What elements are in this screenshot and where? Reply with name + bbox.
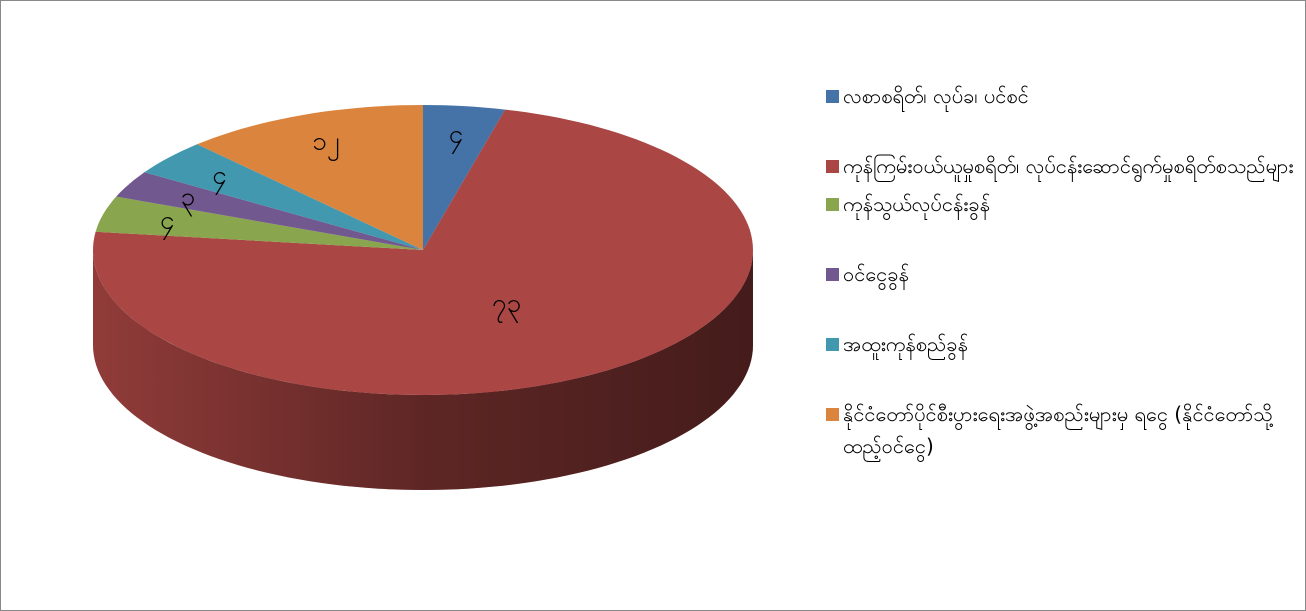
data-label: ၄ [449,119,464,154]
legend-item: လစာစရိတ်၊ လုပ်ခ၊ ပင်စင် [826,80,1296,112]
legend-label: အထူးကုန်စည်ခွန် [843,332,968,356]
pie-slice [197,105,423,250]
legend-swatch [826,338,839,351]
legend-swatch [826,408,839,421]
legend-item: နိုင်ငံတော်ပိုင်စီးပွားရေးအဖွဲ့အစည်းများ… [826,398,1296,462]
legend: လစာစရိတ်၊ လုပ်ခ၊ ပင်စင်ကုန်ကြမ်းဝယ်ယူမှု… [826,80,1296,500]
legend-swatch [826,268,839,281]
pie-slice [116,172,423,250]
legend-swatch [826,160,839,173]
legend-item: ဝင်ငွေခွန် [826,258,1296,290]
data-label: ၁၂ [312,127,340,162]
data-label: ၇၃ [492,288,521,323]
legend-label: ကုန်ကြမ်းဝယ်ယူမှုစရိတ်၊ လုပ်ငန်းဆောင်ရွက… [843,154,1294,178]
legend-label: ဝင်ငွေခွန် [843,262,909,286]
legend-label: ကုန်သွယ်လုပ်ငန်းခွန် [843,192,990,216]
pie-slice [144,144,423,250]
pie-slice [93,109,753,395]
data-label: ၄ [160,206,175,241]
legend-item: ကုန်ကြမ်းဝယ်ယူမှုစရိတ်၊ လုပ်ငန်းဆောင်ရွက… [826,150,1296,182]
legend-swatch [826,198,839,211]
legend-item: အထူးကုန်စည်ခွန် [826,328,1296,360]
data-label: ၃ [180,182,195,217]
legend-label: နိုင်ငံတော်ပိုင်စီးပွားရေးအဖွဲ့အစည်းများ… [843,402,1273,458]
pie-side-shade [93,250,753,490]
legend-swatch [826,90,839,103]
pie-slice [95,196,423,250]
pie-slice [423,105,506,250]
data-label: ၄ [212,161,227,196]
legend-label: လစာစရိတ်၊ လုပ်ခ၊ ပင်စင် [843,84,1029,108]
legend-item: ကုန်သွယ်လုပ်ငန်းခွန် [826,188,1296,220]
